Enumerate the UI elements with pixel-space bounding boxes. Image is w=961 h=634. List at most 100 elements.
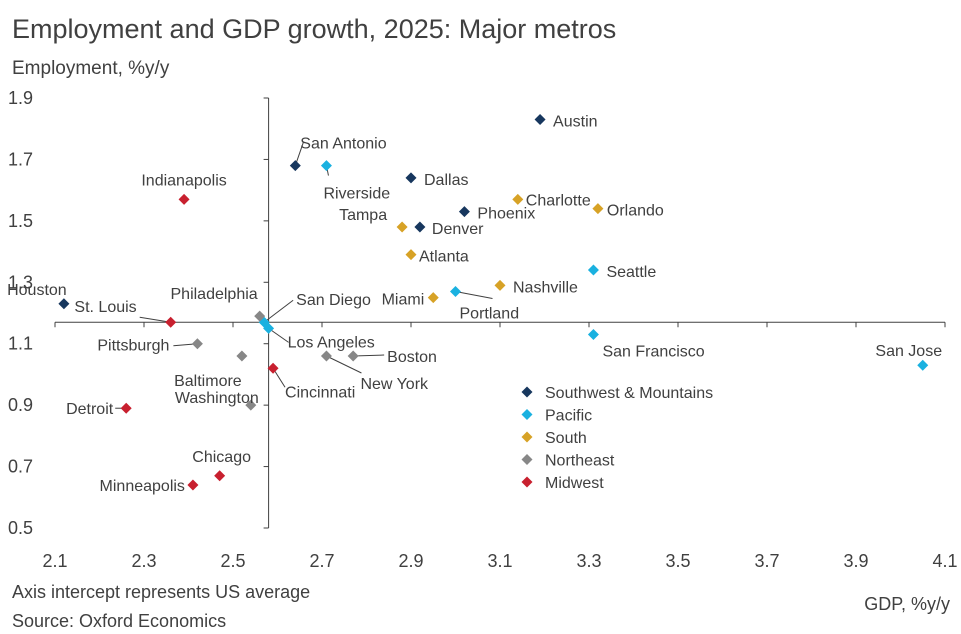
- point-label-baltimore: Baltimore: [174, 373, 242, 390]
- legend-marker-southwest-mountains: [521, 386, 533, 398]
- point-baltimore: [236, 350, 248, 362]
- legend-label-northeast: Northeast: [545, 453, 615, 470]
- point-orlando: [592, 203, 604, 215]
- point-minneapolis: [187, 479, 199, 491]
- leader-line: [263, 299, 294, 323]
- x-tick-label: 3.9: [843, 551, 868, 571]
- x-tick-label: 3.1: [487, 551, 512, 571]
- point-dallas: [405, 172, 417, 184]
- point-label-st-louis: St. Louis: [74, 299, 136, 316]
- legend-marker-south: [521, 431, 533, 443]
- point-label-san-antonio: San Antonio: [300, 136, 386, 153]
- point-label-dallas: Dallas: [424, 172, 468, 189]
- chart-title: Employment and GDP growth, 2025: Major m…: [12, 14, 617, 44]
- point-san-jose: [917, 359, 929, 371]
- point-label-atlanta: Atlanta: [419, 249, 469, 266]
- point-label-chicago: Chicago: [192, 449, 251, 466]
- point-label-los-angeles: Los Angeles: [288, 334, 375, 351]
- point-austin: [534, 114, 546, 125]
- source-note: Source: Oxford Economics: [12, 611, 227, 631]
- point-label-pittsburgh: Pittsburgh: [97, 338, 169, 355]
- x-tick-label: 2.9: [398, 551, 423, 571]
- point-label-charlotte: Charlotte: [526, 192, 591, 209]
- x-tick-label: 3.5: [665, 551, 690, 571]
- y-tick-label: 1.7: [8, 149, 33, 169]
- point-label-philadelphia: Philadelphia: [171, 286, 258, 303]
- y-tick-label: 1.1: [8, 334, 33, 354]
- point-label-indianapolis: Indianapolis: [141, 172, 226, 189]
- point-label-detroit: Detroit: [66, 401, 114, 418]
- point-riverside: [320, 160, 332, 172]
- point-label-orlando: Orlando: [607, 203, 664, 220]
- legend-marker-northeast: [521, 454, 533, 465]
- point-boston: [347, 350, 359, 362]
- x-axis-title: GDP, %y/y: [864, 594, 950, 614]
- point-label-boston: Boston: [387, 349, 437, 366]
- x-tick-label: 2.1: [42, 551, 67, 571]
- point-phoenix: [458, 206, 470, 218]
- legend-label-southwest-mountains: Southwest & Mountains: [545, 385, 713, 402]
- y-tick-label: 1.5: [8, 211, 33, 231]
- point-charlotte: [512, 193, 524, 205]
- point-label-new-york: New York: [360, 376, 429, 393]
- point-miami: [427, 292, 439, 304]
- x-tick-label: 2.3: [131, 551, 156, 571]
- point-atlanta: [405, 249, 417, 261]
- point-houston: [58, 298, 70, 310]
- point-seattle: [587, 264, 599, 276]
- point-washington: [245, 399, 257, 411]
- point-label-washington: Washington: [175, 390, 259, 407]
- point-indianapolis: [178, 193, 190, 205]
- x-tick-label: 3.7: [754, 551, 779, 571]
- legend-marker-pacific: [521, 409, 533, 420]
- leader-line: [139, 316, 171, 323]
- point-pittsburgh: [191, 338, 203, 350]
- point-los-angeles: [263, 322, 275, 334]
- point-tampa: [396, 221, 408, 233]
- y-tick-label: 0.9: [8, 395, 33, 415]
- point-label-cincinnati: Cincinnati: [285, 384, 355, 401]
- point-label-san-francisco: San Francisco: [602, 344, 704, 361]
- point-philadelphia: [254, 310, 266, 322]
- point-label-houston: Houston: [7, 282, 67, 299]
- point-st-louis: [165, 316, 177, 328]
- legend-label-midwest: Midwest: [545, 475, 604, 492]
- axis-intercept-note: Axis intercept represents US average: [12, 582, 311, 602]
- point-label-nashville: Nashville: [513, 279, 578, 296]
- point-san-antonio: [289, 160, 301, 172]
- x-tick-label: 2.7: [309, 551, 334, 571]
- point-label-tampa: Tampa: [339, 207, 387, 224]
- point-label-riverside: Riverside: [323, 186, 390, 203]
- x-tick-label: 2.5: [220, 551, 245, 571]
- leader-line: [326, 355, 362, 374]
- point-label-phoenix: Phoenix: [477, 206, 535, 223]
- leader-line: [268, 327, 289, 343]
- point-label-portland: Portland: [460, 306, 520, 323]
- point-label-minneapolis: Minneapolis: [100, 478, 185, 495]
- legend-label-south: South: [545, 430, 587, 447]
- point-chicago: [214, 470, 226, 482]
- point-label-austin: Austin: [553, 114, 597, 131]
- x-tick-label: 3.3: [576, 551, 601, 571]
- legend-marker-midwest: [521, 476, 533, 488]
- y-tick-label: 1.3: [8, 272, 33, 292]
- point-new-york: [320, 350, 332, 362]
- legend-label-pacific: Pacific: [545, 408, 592, 425]
- point-label-san-diego: San Diego: [296, 292, 371, 309]
- point-portland: [450, 286, 461, 297]
- x-tick-label: 4.1: [932, 551, 957, 571]
- point-label-seattle: Seattle: [606, 264, 656, 281]
- y-tick-label: 0.7: [8, 457, 33, 477]
- y-axis-title: Employment, %y/y: [12, 58, 170, 79]
- point-label-denver: Denver: [432, 221, 484, 238]
- point-label-san-jose: San Jose: [875, 343, 942, 360]
- point-cincinnati: [267, 362, 279, 374]
- point-detroit: [120, 402, 132, 414]
- point-nashville: [494, 279, 506, 291]
- point-label-miami: Miami: [382, 292, 425, 309]
- point-san-francisco: [587, 329, 599, 340]
- point-denver: [414, 221, 426, 233]
- y-tick-label: 1.9: [8, 88, 33, 108]
- y-tick-label: 0.5: [8, 518, 33, 538]
